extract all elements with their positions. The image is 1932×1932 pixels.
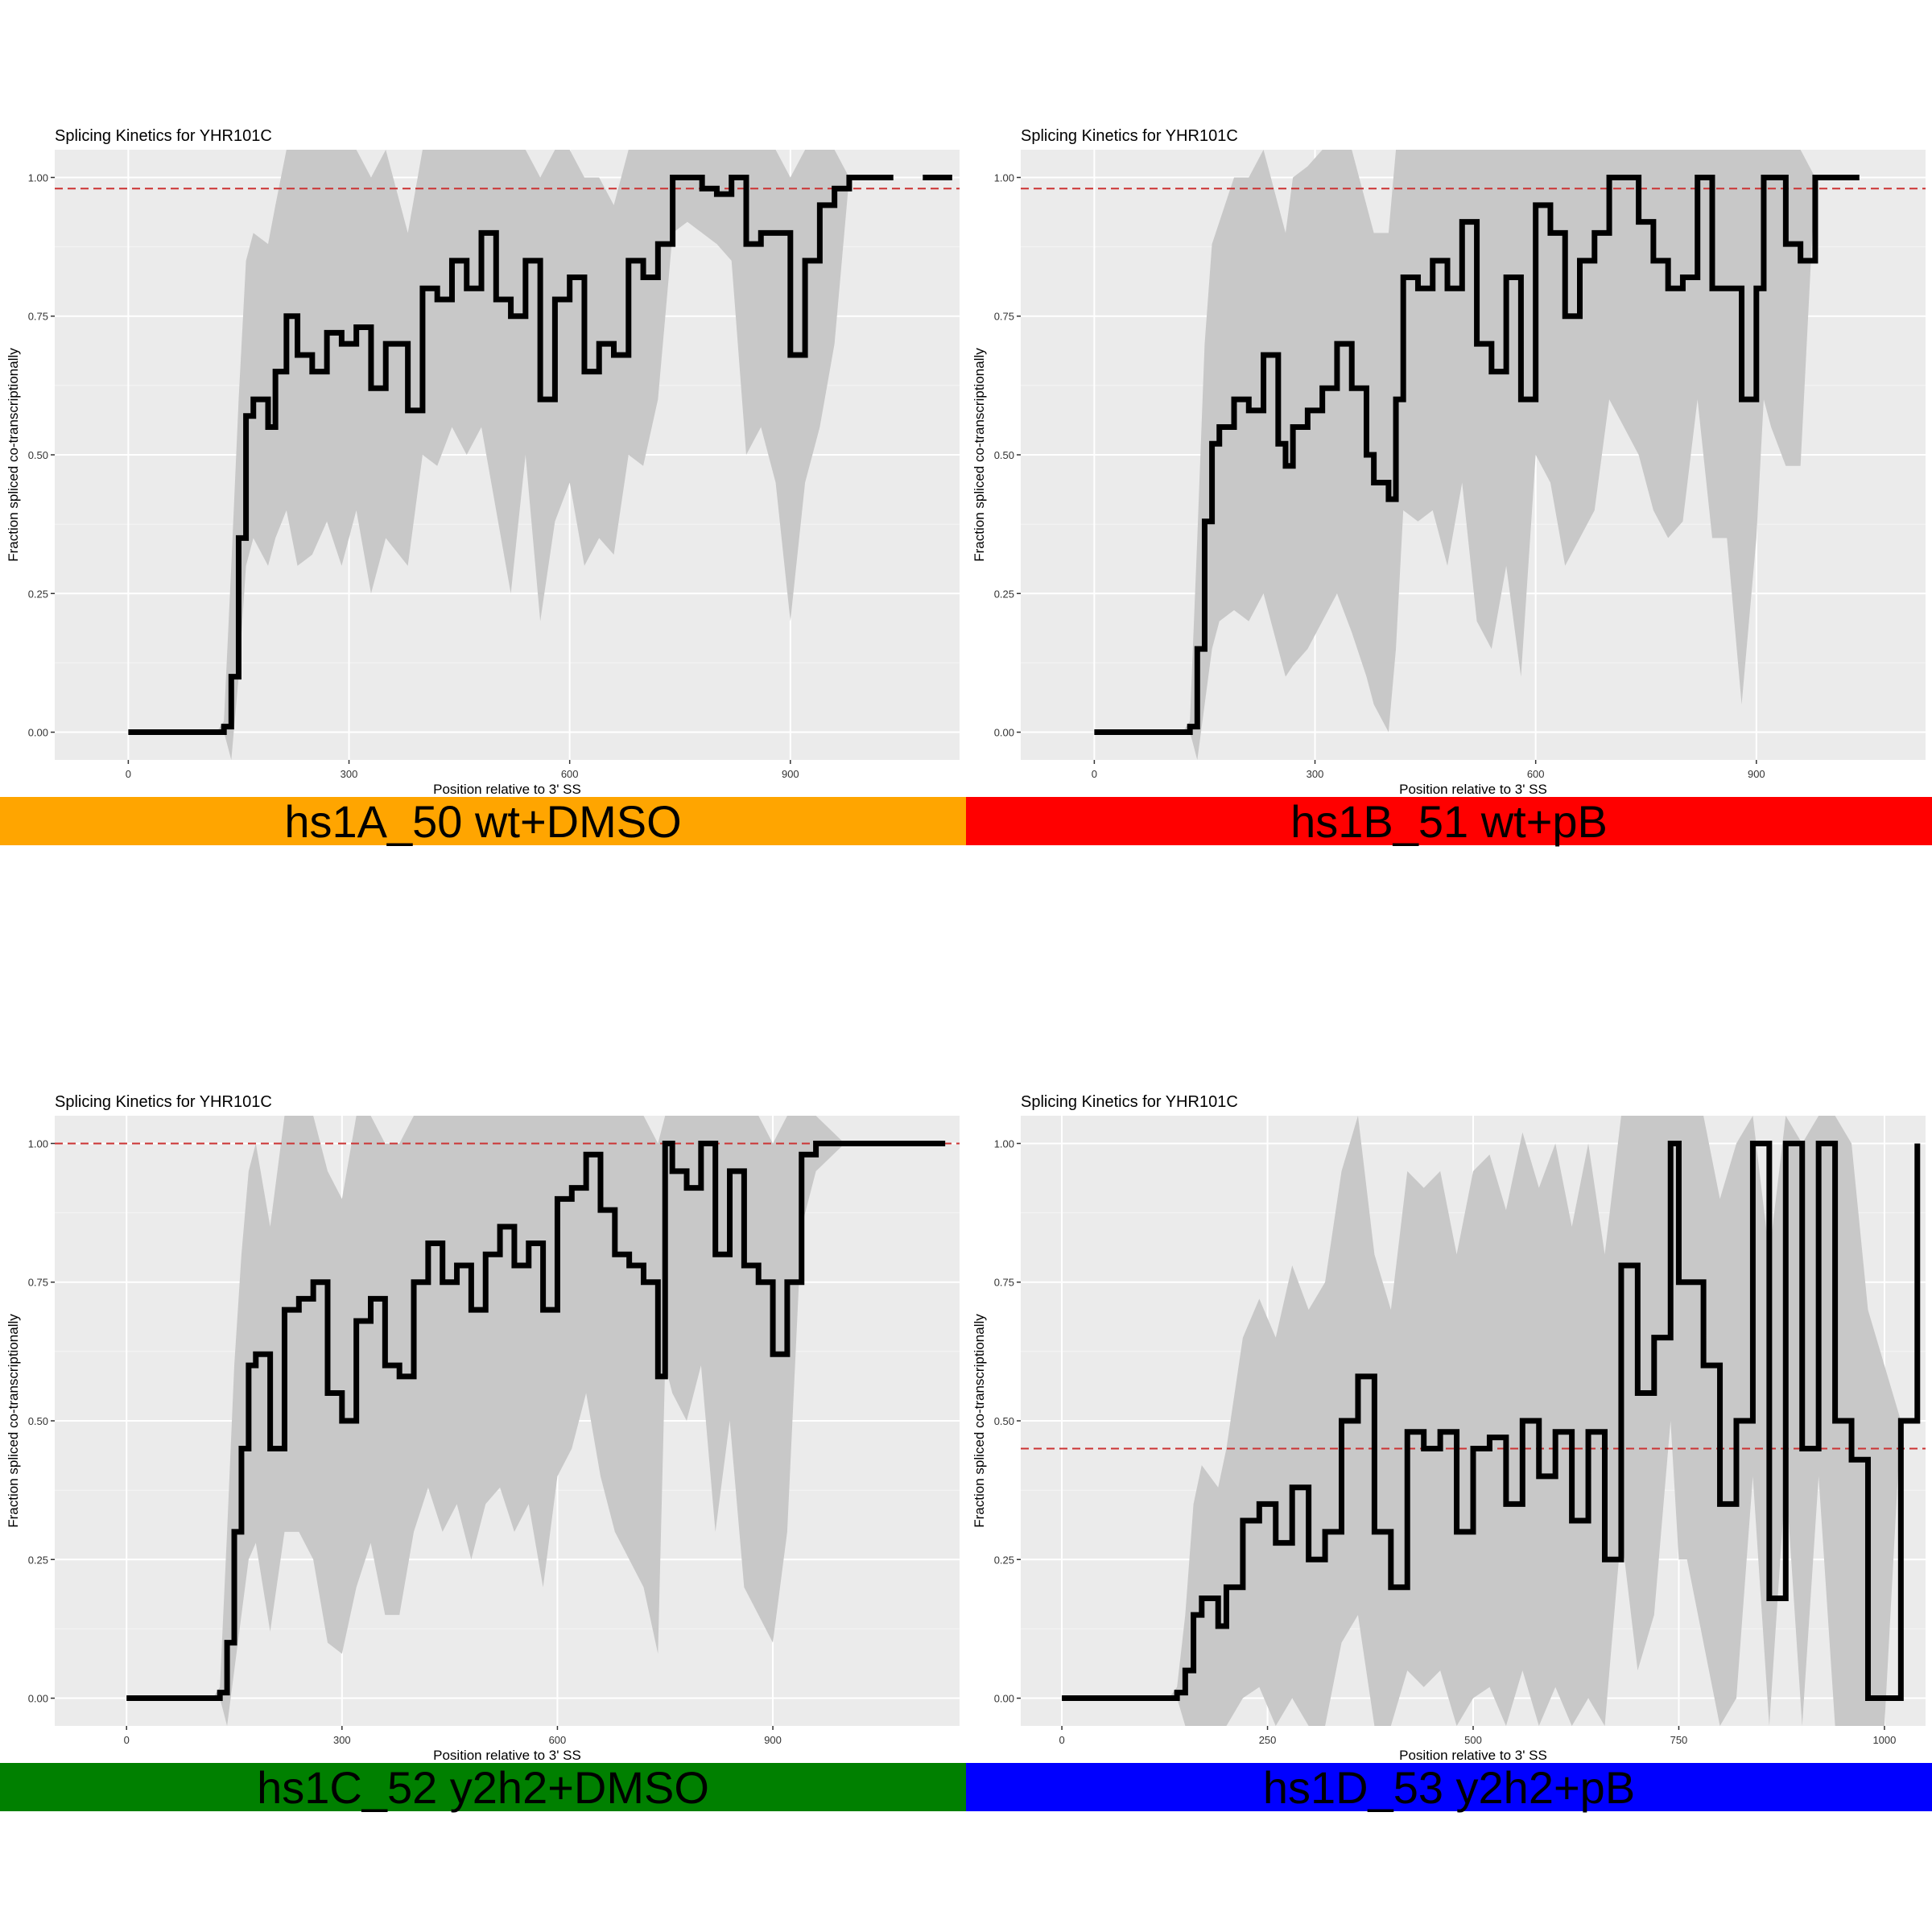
confidence-band (126, 1116, 946, 1726)
x-tick-label: 0 (1092, 768, 1097, 780)
series-line (1094, 174, 1860, 736)
x-axis-label: Position relative to 3' SS (433, 782, 581, 797)
y-tick-label: 0.50 (994, 1415, 1014, 1427)
x-tick-label: 300 (341, 768, 358, 780)
y-tick-label: 1.00 (28, 1137, 48, 1150)
sample-banner-a: hs1A_50 wt+DMSO (0, 796, 966, 847)
y-tick-label: 0.25 (28, 588, 48, 600)
panel-c: Splicing Kinetics for YHR101C 0.00 0.25 0.5… (0, 966, 966, 1813)
chart-title: Splicing Kinetics for YHR101C (55, 1093, 272, 1111)
y-tick-label: 0.50 (28, 1415, 48, 1427)
x-tick-label: 500 (1464, 1734, 1482, 1746)
chart-b: Splicing Kinetics for YHR101C 0.00 0.25 0.5… (972, 127, 1926, 797)
x-tick-label: 900 (764, 1734, 782, 1746)
y-axis-label: Fraction spliced co-transcriptionally (972, 1314, 987, 1528)
y-tick-label: 0.50 (28, 449, 48, 461)
confidence-band (1062, 1116, 1918, 1726)
y-axis-label: Fraction spliced co-transcriptionally (6, 1314, 21, 1528)
x-tick-label: 0 (126, 768, 131, 780)
y-axis-label: Fraction spliced co-transcriptionally (6, 348, 21, 562)
chart-d: Splicing Kinetics for YHR101C 0.00 0.25 0.5… (972, 1093, 1926, 1763)
y-tick-label: 0.75 (28, 311, 48, 323)
y-tick-label: 0.25 (994, 588, 1014, 600)
y-tick-label: 1.00 (994, 171, 1014, 184)
y-tick-label: 0.25 (994, 1554, 1014, 1566)
x-tick-label: 1000 (1872, 1734, 1896, 1746)
x-tick-label: 600 (561, 768, 579, 780)
sample-banner-c: hs1C_52 y2h2+DMSO (0, 1762, 966, 1813)
x-tick-label: 600 (1527, 768, 1545, 780)
y-axis-label: Fraction spliced co-transcriptionally (972, 348, 987, 562)
y-tick-label: 1.00 (994, 1137, 1014, 1150)
confidence-band (128, 150, 894, 760)
chart-title: Splicing Kinetics for YHR101C (55, 127, 272, 145)
x-tick-label: 0 (124, 1734, 130, 1746)
x-tick-label: 300 (333, 1734, 351, 1746)
y-tick-label: 0.75 (994, 1277, 1014, 1289)
y-tick-label: 0.50 (994, 449, 1014, 461)
sample-banner-d: hs1D_53 y2h2+pB (966, 1762, 1932, 1813)
x-tick-label: 600 (549, 1734, 567, 1746)
chart-c: Splicing Kinetics for YHR101C 0.00 0.25 0.5… (6, 1093, 960, 1763)
y-tick-label: 1.00 (28, 171, 48, 184)
panel-a: Splicing Kinetics for YHR101C 0.00 0.25 0.5… (0, 0, 966, 847)
y-tick-label: 0.00 (28, 727, 48, 739)
x-axis-label: Position relative to 3' SS (433, 1748, 581, 1763)
y-tick-label: 0.75 (994, 311, 1014, 323)
x-tick-label: 750 (1670, 1734, 1688, 1746)
chart-title: Splicing Kinetics for YHR101C (1021, 127, 1238, 145)
x-axis-label: Position relative to 3' SS (1399, 782, 1547, 797)
series-line (128, 174, 894, 736)
y-tick-label: 0.25 (28, 1554, 48, 1566)
chart-a: Splicing Kinetics for YHR101C 0.00 0.25 0.5… (6, 127, 960, 797)
confidence-band (1094, 150, 1860, 760)
panel-b: Splicing Kinetics for YHR101C 0.00 0.25 0.5… (966, 0, 1932, 847)
y-tick-label: 0.00 (994, 727, 1014, 739)
x-tick-label: 0 (1059, 1734, 1064, 1746)
series-line (1062, 1140, 1921, 1702)
chart-title: Splicing Kinetics for YHR101C (1021, 1093, 1238, 1111)
y-tick-label: 0.00 (994, 1693, 1014, 1705)
sample-banner-b: hs1B_51 wt+pB (966, 796, 1932, 847)
x-tick-label: 300 (1307, 768, 1324, 780)
series-line (126, 1140, 946, 1702)
y-tick-label: 0.75 (28, 1277, 48, 1289)
x-tick-label: 900 (782, 768, 799, 780)
x-axis-label: Position relative to 3' SS (1399, 1748, 1547, 1763)
panel-d: Splicing Kinetics for YHR101C 0.00 0.25 0.5… (966, 966, 1932, 1813)
y-tick-label: 0.00 (28, 1693, 48, 1705)
x-tick-label: 900 (1748, 768, 1765, 780)
x-tick-label: 250 (1259, 1734, 1277, 1746)
